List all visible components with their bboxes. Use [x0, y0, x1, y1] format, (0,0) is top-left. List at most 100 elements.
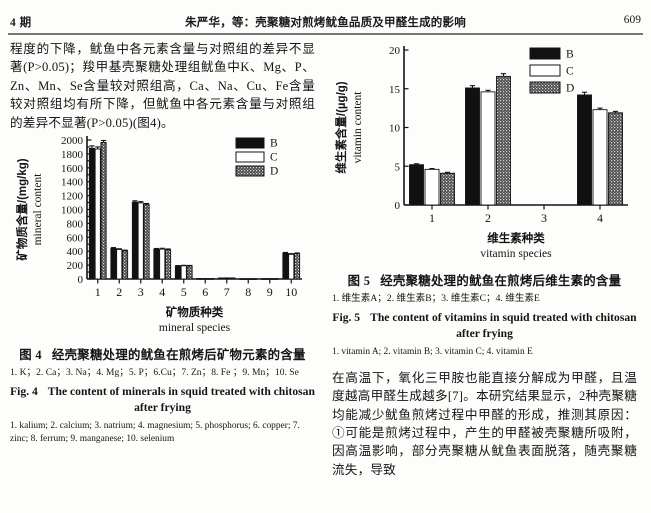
y-tick-label: 400: [67, 246, 84, 258]
y-tick-label: 10: [389, 123, 401, 135]
bar-d-4: [164, 249, 172, 280]
figure-4-title-en: The content of minerals in squid treated…: [47, 384, 315, 415]
bar-d-5: [186, 265, 193, 280]
bar-d-1: [440, 172, 455, 206]
y-tick-label: 600: [67, 232, 84, 244]
bar-b-1: [88, 147, 95, 280]
x-tick-label: 1: [429, 211, 435, 225]
x-tick-label: 1: [95, 285, 101, 299]
y-tick-label: 2000: [61, 135, 84, 147]
y-tick-label: 1000: [61, 205, 84, 217]
legend-label-b: B: [270, 138, 278, 150]
bar-d-4: [608, 112, 623, 206]
x-tick-label: 4: [597, 211, 603, 225]
plot-area: 0 5 10 15 20 1 2 3 4 维生素种类 vitamin species 维生素含量/(µ…: [334, 45, 628, 260]
x-tick-label: 3: [541, 211, 547, 225]
figure-5: 0 5 10 15 20 1 2 3 4 维生素种类 vitamin species 维生素含量/(µ…: [332, 40, 637, 359]
left-column: 程度的下降，鱿鱼中各元素含量与对照组的差异不显著(P>0.05)；羧甲基壳聚糖处…: [10, 40, 315, 446]
x-tick-label: 3: [138, 285, 144, 299]
x-axis-label-en: vitamin species: [480, 248, 552, 260]
figure-5-caption-en: Fig. 5 The content of vitamins in squid t…: [332, 310, 637, 343]
bar-b-1: [409, 164, 424, 206]
figure-5-key-en: 1. vitamin A; 2. vitamin B; 3. vitamin C…: [332, 346, 533, 357]
bar-d-3: [143, 204, 150, 280]
figure-4-key-en: 1. kalium; 2. calcium; 3. natrium; 4. ma…: [10, 420, 300, 444]
y-tick-label: 1600: [61, 163, 84, 175]
figure-5-label-en: Fig. 5: [332, 310, 361, 324]
figure-4-label-cn: 图 4: [19, 348, 42, 363]
bar-c-1: [94, 148, 101, 280]
chart-legend: BCD: [235, 137, 278, 178]
figure-4-chart: 0 200 400 600 800 1000 1200 1400 1600 1800 2000 1 2 3…: [10, 134, 315, 339]
x-axis-label-cn: 矿物质种类: [166, 305, 224, 319]
y-tick-label: 800: [67, 218, 84, 230]
legend-swatch-c: [529, 64, 561, 77]
bar-c-4: [592, 109, 608, 206]
right-body-text: 在高温下，氧化三甲胺也能直接分解成为甲醛，且温度越高甲醛生成越多[7]。本研究结…: [332, 370, 637, 477]
left-body-paragraph: 程度的下降，鱿鱼中各元素含量与对照组的差异不显著(P>0.05)；羧甲基壳聚糖处…: [10, 42, 315, 130]
bar-c-2: [480, 91, 496, 206]
figure-4-caption-cn: 图 4 经壳聚糖处理的鱿鱼在煎烤后矿物元素的含量: [10, 345, 315, 363]
right-column: 0 5 10 15 20 1 2 3 4 维生素种类 vitamin species 维生素含量/(µ…: [332, 40, 637, 481]
x-tick-label: 2: [116, 285, 122, 299]
running-head: 4 期 朱严华，等：壳聚糖对煎烤鱿鱼品质及甲醛生成的影响 609: [0, 14, 651, 32]
figure-5-title-en: The content of vitamins in squid treated…: [370, 310, 637, 341]
header-divider: [8, 33, 643, 35]
bar-d-1: [100, 142, 107, 280]
legend-label-c: C: [566, 66, 574, 78]
x-tick-label: 6: [202, 285, 208, 299]
bar-c-3: [137, 202, 144, 280]
y-axis-label-cn: 维生素含量/(µg/g): [334, 81, 348, 173]
figure-4: 0 200 400 600 800 1000 1200 1400 1600 1800 2000 1 2 3…: [10, 134, 315, 446]
bar-b-2: [110, 248, 117, 280]
legend-swatch-d: [529, 81, 561, 94]
y-tick-label: 200: [67, 260, 84, 272]
legend-swatch-c: [235, 151, 265, 163]
x-tick-label: 4: [159, 285, 165, 299]
x-tick-label: 2: [485, 211, 491, 225]
legend-label-c: C: [270, 152, 278, 164]
right-body-paragraph: 在高温下，氧化三甲胺也能直接分解成为甲醛，且温度越高甲醛生成越多[7]。本研究结…: [332, 369, 637, 479]
legend-swatch-b: [529, 47, 561, 60]
bar-b-3: [131, 201, 138, 280]
y-axis-label-cn: 矿物质含量/(mg/kg): [15, 158, 29, 260]
bar-c-4: [159, 248, 166, 280]
bar-b-2: [465, 87, 480, 206]
figure-4-caption-en: Fig. 4 The content of minerals in squid t…: [10, 384, 315, 417]
y-tick-label: 5: [395, 161, 401, 173]
y-tick-label: 0: [78, 274, 84, 286]
figure-5-chart: 0 5 10 15 20 1 2 3 4 维生素种类 vitamin species 维生素含量/(µ…: [332, 40, 637, 265]
figure-4-key-cn: 1. K；2. Ca；3. Na；4. Mg；5. P；6.Cu；7. Zn；8…: [10, 367, 299, 379]
bar-d-2: [496, 75, 511, 206]
bar-b-5: [174, 265, 182, 280]
running-title: 朱严华，等：壳聚糖对煎烤鱿鱼品质及甲醛生成的影响: [185, 17, 466, 29]
y-tick-label: 0: [395, 200, 401, 212]
bar-b-4: [153, 249, 160, 280]
x-tick-label: 10: [285, 285, 297, 299]
legend-swatch-d: [235, 165, 265, 177]
legend-swatch-b: [235, 137, 265, 149]
y-tick-label: 1800: [61, 149, 84, 161]
y-tick-label: 1400: [61, 177, 84, 189]
bar-b-4: [577, 94, 592, 206]
x-axis-label-cn: 维生素种类: [487, 231, 545, 245]
y-axis-label-en: vitamin content: [352, 91, 364, 164]
figure-4-label-en: Fig. 4: [10, 384, 38, 398]
figure-5-svg: 0 5 10 15 20 1 2 3 4 维生素种类 vitamin species 维生素含量/(µ…: [334, 45, 628, 260]
figure-4-title-cn: 经壳聚糖处理的鱿鱼在煎烤后矿物元素的含量: [51, 348, 306, 363]
x-tick-label: 5: [181, 285, 187, 299]
figure-5-caption-cn: 图 5 经壳聚糖处理的鱿鱼在煎烤后维生素的含量: [332, 271, 637, 289]
bar-d-2: [121, 250, 129, 280]
legend-label-d: D: [566, 83, 574, 95]
chart-legend: BCD: [529, 47, 574, 95]
legend-label-b: B: [566, 49, 574, 61]
x-tick-label: 7: [224, 285, 230, 299]
bar-d-10: [294, 253, 301, 280]
y-tick-label: 20: [389, 45, 401, 57]
bar-c-2: [116, 249, 123, 280]
legend-label-d: D: [270, 166, 278, 178]
figure-5-key-cn: 1. 维生素A；2. 维生素B；3. 维生素C；4. 维生素E: [332, 293, 540, 304]
y-axis-label-en: mineral content: [32, 173, 44, 246]
